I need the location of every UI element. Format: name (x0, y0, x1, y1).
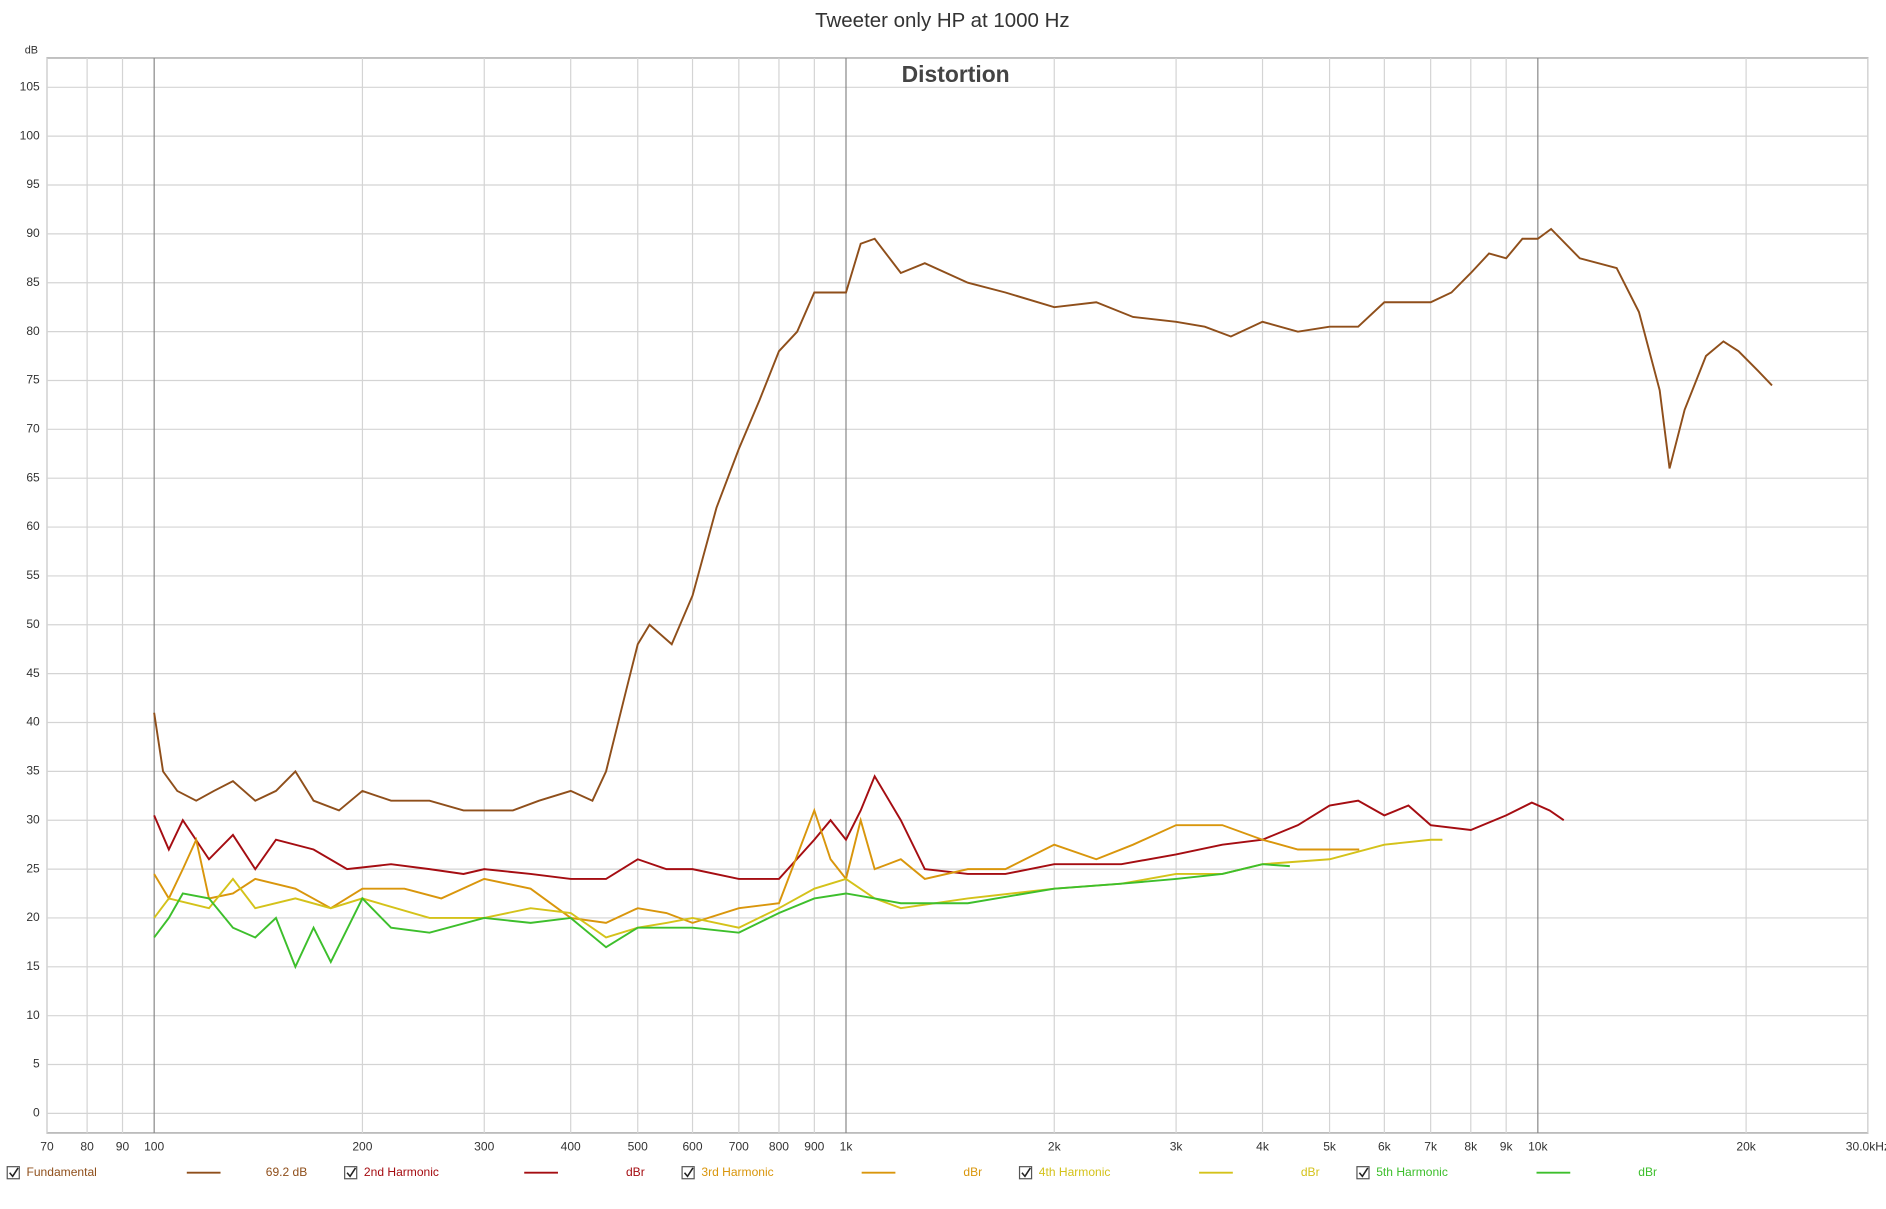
y-tick-label: 80 (26, 324, 40, 338)
legend-label: 5th Harmonic (1376, 1165, 1448, 1179)
checkbox-tick (346, 1167, 357, 1178)
x-tick-label: 2k (1048, 1140, 1062, 1154)
legend-checkbox[interactable] (681, 1166, 695, 1180)
y-tick-label: 15 (26, 959, 40, 973)
legend-value: dBr (963, 1165, 982, 1179)
legend-value: dBr (1638, 1165, 1657, 1179)
x-tick-label: 700 (729, 1140, 749, 1154)
y-tick-label: 70 (26, 422, 40, 436)
checkbox-tick (9, 1167, 19, 1178)
y-axis-label: dB (25, 45, 38, 57)
y-tick-label: 65 (26, 470, 40, 484)
series-line (153, 807, 1360, 924)
y-tick-label: 90 (26, 226, 40, 240)
x-tick-label: 300 (474, 1140, 494, 1154)
x-tick-label: 7k (1424, 1140, 1438, 1154)
legend-label: 3rd Harmonic (701, 1165, 773, 1179)
annotation: Distortion (902, 61, 1010, 87)
y-tick-label: 10 (26, 1008, 40, 1022)
checkbox-tick (1021, 1167, 1032, 1178)
x-tick-label: 600 (682, 1140, 702, 1154)
y-tick-label: 95 (26, 177, 40, 191)
legend-checkbox[interactable] (1356, 1166, 1370, 1180)
x-tick-label: 500 (628, 1140, 648, 1154)
legend-label: 4th Harmonic (1039, 1165, 1111, 1179)
y-tick-label: 55 (26, 568, 40, 582)
y-tick-label: 45 (26, 666, 40, 680)
x-tick-label: 70 (40, 1140, 54, 1154)
x-tick-label: 8k (1464, 1140, 1478, 1154)
y-tick-label: 60 (26, 519, 40, 533)
legend-value: 69.2 dB (266, 1165, 308, 1179)
x-tick-label: 4k (1256, 1140, 1270, 1154)
y-tick-label: 105 (20, 79, 40, 93)
x-tick-label: 6k (1378, 1140, 1392, 1154)
x-tick-label: 3k (1170, 1140, 1184, 1154)
x-tick-label: 30.0kHz (1846, 1140, 1886, 1154)
legend-label: 2nd Harmonic (364, 1165, 439, 1179)
y-tick-label: 0 (33, 1106, 40, 1120)
legend-label: Fundamental (27, 1165, 97, 1179)
legend-value: dBr (626, 1165, 645, 1179)
chart-title: Tweeter only HP at 1000 Hz (815, 9, 1069, 32)
y-tick-label: 20 (26, 910, 40, 924)
checkbox-tick (683, 1167, 694, 1178)
legend-checkbox[interactable] (6, 1166, 20, 1180)
y-tick-label: 30 (26, 812, 40, 826)
y-tick-label: 35 (26, 764, 40, 778)
x-tick-label: 100 (144, 1140, 164, 1154)
series-line (153, 227, 1773, 812)
legend-checkbox[interactable] (344, 1166, 358, 1180)
series-line (153, 774, 1565, 880)
y-tick-label: 40 (26, 715, 40, 729)
x-tick-label: 5k (1323, 1140, 1337, 1154)
x-tick-label: 200 (352, 1140, 372, 1154)
x-tick-label: 90 (116, 1140, 130, 1154)
legend-checkbox[interactable] (1018, 1166, 1033, 1180)
x-tick-label: 800 (769, 1140, 789, 1154)
series-line (153, 863, 1290, 970)
x-tick-label: 1k (840, 1140, 854, 1154)
plot-area (46, 57, 1869, 1134)
x-tick-label: 9k (1500, 1140, 1514, 1154)
y-tick-label: 85 (26, 275, 40, 289)
y-tick-label: 5 (33, 1057, 40, 1071)
y-tick-label: 100 (20, 128, 40, 142)
x-tick-label: 400 (561, 1140, 581, 1154)
checkbox-tick (1358, 1167, 1369, 1178)
y-tick-label: 50 (26, 617, 40, 631)
legend-value: dBr (1301, 1165, 1320, 1179)
x-tick-label: 20k (1736, 1140, 1756, 1154)
y-tick-label: 75 (26, 373, 40, 387)
y-tick-label: 25 (26, 861, 40, 875)
x-tick-label: 900 (804, 1140, 824, 1154)
x-tick-label: 10k (1528, 1140, 1548, 1154)
x-tick-label: 80 (80, 1140, 94, 1154)
